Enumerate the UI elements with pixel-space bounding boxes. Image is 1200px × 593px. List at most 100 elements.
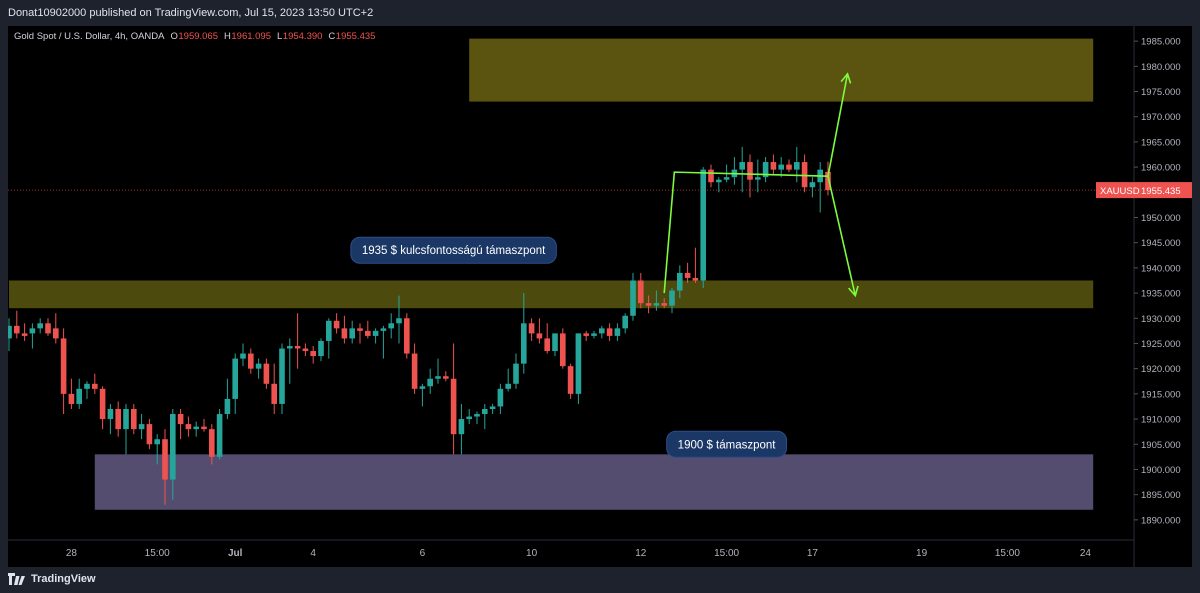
- candle-body: [786, 164, 792, 170]
- candle-body: [29, 328, 36, 334]
- candle-body: [450, 378, 457, 435]
- chart-area[interactable]: 1935 $ kulcsfontosságú támaszpont 1900 $ …: [6, 26, 1192, 567]
- candle-body: [762, 162, 769, 178]
- candle: [684, 262, 691, 283]
- candle-body: [528, 323, 535, 334]
- zone-resistance: [469, 38, 1094, 102]
- candle-body: [747, 162, 753, 180]
- zone-support-1935: [9, 280, 1094, 309]
- candle: [435, 358, 441, 384]
- candle: [513, 353, 519, 389]
- candle-body: [21, 333, 28, 336]
- candle: [700, 167, 706, 289]
- time-tick-label: 15:00: [714, 548, 739, 559]
- projection-down-arrow-shaft: [827, 175, 857, 296]
- candle-body: [131, 408, 137, 430]
- price-chart[interactable]: 1935 $ kulcsfontosságú támaszpont 1900 $ …: [6, 26, 1192, 567]
- price-tick-label: 1935.000: [1141, 289, 1181, 300]
- candle: [770, 154, 777, 175]
- price-tick-label: 1910.000: [1141, 415, 1181, 426]
- candle-body: [630, 280, 636, 316]
- tradingview-brand[interactable]: TradingView: [8, 573, 96, 585]
- candle: [474, 411, 480, 425]
- symbol-name: Gold Spot / U.S. Dollar, 4h, OANDA: [14, 31, 165, 42]
- candle-body: [68, 393, 75, 404]
- annotation-text: 1935 $ kulcsfontosságú támaszpont: [362, 245, 546, 257]
- candle: [107, 403, 114, 435]
- candle-body: [427, 378, 433, 387]
- candle: [302, 343, 309, 357]
- time-tick-label: 10: [526, 548, 538, 559]
- price-tick-label: 1960.000: [1141, 163, 1181, 174]
- price-tick-label: 1975.000: [1141, 87, 1181, 98]
- candle-body: [287, 345, 293, 349]
- candle-body: [497, 388, 504, 407]
- candle-body: [115, 408, 121, 430]
- candle: [669, 288, 675, 314]
- candle-body: [513, 363, 519, 384]
- candle: [193, 421, 199, 437]
- projection-path: [663, 171, 829, 294]
- candle-body: [45, 323, 51, 334]
- current-price-label-bg: [1096, 182, 1192, 199]
- candle-body: [107, 408, 114, 420]
- candle-body: [60, 338, 67, 394]
- candle-body: [544, 338, 550, 352]
- time-tick-label: 28: [66, 548, 78, 559]
- candle: [99, 386, 106, 430]
- candle-body: [349, 328, 355, 339]
- current-price-value: 1955.435: [1141, 186, 1181, 197]
- candle: [84, 381, 90, 399]
- candle: [185, 416, 192, 437]
- candle: [567, 363, 574, 399]
- price-tick-label: 1950.000: [1141, 213, 1181, 224]
- candle-body: [310, 351, 316, 357]
- candle-body: [614, 328, 621, 336]
- candle: [224, 378, 231, 420]
- candle: [606, 323, 613, 341]
- candle: [255, 358, 262, 379]
- candle: [341, 315, 348, 344]
- candle: [372, 328, 379, 344]
- ohlc-label: H: [224, 31, 231, 42]
- ohlc-value: 1961.095: [231, 31, 271, 42]
- candle-body: [801, 162, 808, 188]
- candle-body: [333, 320, 340, 329]
- annotation-box: [350, 236, 557, 264]
- candle-body: [591, 333, 597, 336]
- candle: [762, 157, 769, 183]
- ohlc-value: 1959.065: [178, 31, 218, 42]
- candle-body: [700, 169, 706, 281]
- candle-body: [357, 328, 363, 331]
- candle: [45, 318, 51, 336]
- candle: [271, 363, 277, 415]
- candle-body: [123, 408, 129, 430]
- candle-body: [622, 315, 628, 329]
- projection-down-arrow-head: [848, 285, 859, 298]
- candle: [638, 272, 644, 309]
- candle: [404, 313, 410, 359]
- candle: [232, 353, 238, 415]
- candle: [37, 318, 43, 334]
- price-tick-label: 1965.000: [1141, 137, 1181, 148]
- projection-up-arrow-head: [840, 72, 852, 84]
- candles-layer: [6, 146, 831, 505]
- price-tick-label: 1970.000: [1141, 112, 1181, 123]
- time-tick-label: 24: [1080, 548, 1092, 559]
- candle-body: [684, 272, 691, 278]
- candle: [583, 330, 589, 341]
- candle-body: [146, 424, 153, 445]
- candle-body: [809, 182, 816, 188]
- time-tick-label: 15:00: [145, 548, 170, 559]
- price-tick-label: 1980.000: [1141, 62, 1181, 73]
- candle-body: [170, 414, 176, 480]
- candle: [528, 318, 535, 341]
- time-tick-label: Jul: [228, 548, 243, 559]
- candle: [287, 338, 293, 384]
- candle-body: [794, 162, 800, 170]
- candle: [138, 414, 145, 440]
- price-tick-label: 1945.000: [1141, 238, 1181, 249]
- candle-body: [154, 439, 160, 445]
- candle-body: [341, 328, 348, 339]
- candle: [6, 318, 12, 352]
